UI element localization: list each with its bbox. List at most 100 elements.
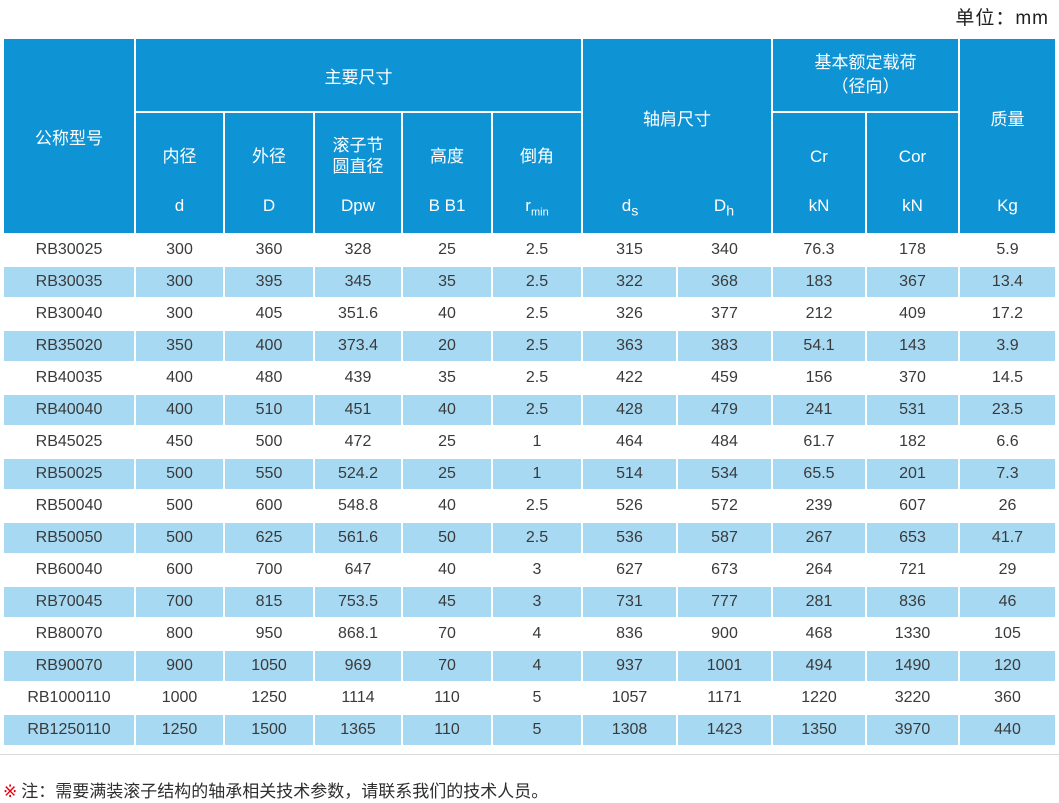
table-row: RB50050 500 625 561.6 50 2.5 536 587 267 653 41.7 (4, 523, 1055, 553)
cell-Cor: 370 (867, 363, 958, 393)
cell-model: RB40035 (4, 363, 134, 393)
header-roller-pitch-diameter-name: 滚子节 圆直径 (332, 136, 384, 176)
cell-Cor: 3220 (867, 683, 958, 713)
cell-r_min: 1 (493, 427, 581, 457)
cell-B_B1: 35 (403, 267, 491, 297)
cell-d: 900 (136, 651, 223, 681)
header-cr: Cr kN (773, 113, 865, 233)
cell-ds: 1057 (583, 683, 676, 713)
cell-B_B1: 25 (403, 459, 491, 489)
cell-ds: 422 (583, 363, 676, 393)
header-mass-unit: Kg (997, 196, 1018, 215)
header-inner-diameter-symbol: d (174, 196, 185, 215)
cell-r_min: 5 (493, 715, 581, 745)
table-row: RB30025 300 360 328 25 2.5 315 340 76.3 178 5.9 (4, 235, 1055, 265)
header-mass-name: 质量 (990, 109, 1025, 129)
cell-d: 1250 (136, 715, 223, 745)
cell-Cor: 531 (867, 395, 958, 425)
header-cor-unit: kN (902, 196, 923, 215)
cell-ds: 514 (583, 459, 676, 489)
cell-D: 1050 (225, 651, 313, 681)
cell-Dh: 1001 (678, 651, 771, 681)
cell-mass: 7.3 (960, 459, 1055, 489)
cell-D: 625 (225, 523, 313, 553)
cell-D: 400 (225, 331, 313, 361)
cell-model: RB90070 (4, 651, 134, 681)
cell-D: 1500 (225, 715, 313, 745)
cell-ds: 937 (583, 651, 676, 681)
header-group-shoulder-dimensions: 轴肩尺寸 ds Dh (583, 39, 771, 233)
cell-ds: 326 (583, 299, 676, 329)
cell-Dh: 587 (678, 523, 771, 553)
cell-B_B1: 70 (403, 619, 491, 649)
cell-D: 360 (225, 235, 313, 265)
cell-model: RB80070 (4, 619, 134, 649)
cell-Dpw: 868.1 (315, 619, 401, 649)
cell-model: RB30040 (4, 299, 134, 329)
header-shoulder-ds-symbol: ds (621, 196, 639, 220)
cell-model: RB45025 (4, 427, 134, 457)
cell-D: 500 (225, 427, 313, 457)
cell-r_min: 2.5 (493, 299, 581, 329)
cell-Cor: 3970 (867, 715, 958, 745)
cell-mass: 26 (960, 491, 1055, 521)
cell-ds: 428 (583, 395, 676, 425)
cell-d: 400 (136, 395, 223, 425)
header-height: 高度 B B1 (403, 113, 491, 233)
cell-D: 600 (225, 491, 313, 521)
table-row: RB1250110 1250 1500 1365 110 5 1308 1423 1350 397… (4, 715, 1055, 745)
header-load-line2: （径向） (831, 77, 900, 96)
cell-r_min: 3 (493, 555, 581, 585)
header-chamfer-name: 倒角 (520, 146, 554, 166)
cell-Dh: 572 (678, 491, 771, 521)
cell-d: 800 (136, 619, 223, 649)
cell-D: 815 (225, 587, 313, 617)
cell-model: RB35020 (4, 331, 134, 361)
cell-Cr: 1350 (773, 715, 865, 745)
cell-d: 500 (136, 491, 223, 521)
cell-ds: 363 (583, 331, 676, 361)
header-inner-diameter: 内径 d (136, 113, 223, 233)
cell-model: RB50050 (4, 523, 134, 553)
table-row: RB90070 900 1050 969 70 4 937 1001 494 1490 120 (4, 651, 1055, 681)
cell-Cor: 143 (867, 331, 958, 361)
cell-r_min: 4 (493, 651, 581, 681)
cell-Dpw: 524.2 (315, 459, 401, 489)
cell-mass: 41.7 (960, 523, 1055, 553)
cell-r_min: 2.5 (493, 491, 581, 521)
cell-mass: 13.4 (960, 267, 1055, 297)
cell-Dh: 534 (678, 459, 771, 489)
cell-Cr: 54.1 (773, 331, 865, 361)
cell-r_min: 3 (493, 587, 581, 617)
cell-Cr: 183 (773, 267, 865, 297)
cell-Dpw: 351.6 (315, 299, 401, 329)
cell-B_B1: 20 (403, 331, 491, 361)
cell-B_B1: 110 (403, 715, 491, 745)
cell-Cr: 267 (773, 523, 865, 553)
header-outer-diameter-symbol: D (262, 196, 276, 215)
cell-model: RB70045 (4, 587, 134, 617)
cell-Dh: 479 (678, 395, 771, 425)
table-row: RB40035 400 480 439 35 2.5 422 459 156 370 14.5 (4, 363, 1055, 393)
header-height-name: 高度 (430, 146, 464, 166)
cell-ds: 731 (583, 587, 676, 617)
cell-Dpw: 451 (315, 395, 401, 425)
cell-d: 300 (136, 299, 223, 329)
cell-Cor: 178 (867, 235, 958, 265)
cell-d: 500 (136, 523, 223, 553)
cell-d: 400 (136, 363, 223, 393)
cell-Dpw: 1365 (315, 715, 401, 745)
cell-mass: 360 (960, 683, 1055, 713)
cell-d: 600 (136, 555, 223, 585)
cell-model: RB30025 (4, 235, 134, 265)
cell-ds: 627 (583, 555, 676, 585)
footnote-asterisk: ※ (3, 782, 18, 801)
cell-Cor: 721 (867, 555, 958, 585)
cell-d: 300 (136, 235, 223, 265)
cell-B_B1: 25 (403, 235, 491, 265)
header-roller-pitch-diameter: 滚子节 圆直径 Dpw (315, 113, 401, 233)
cell-r_min: 2.5 (493, 331, 581, 361)
cell-Cr: 264 (773, 555, 865, 585)
cell-ds: 315 (583, 235, 676, 265)
cell-Cr: 1220 (773, 683, 865, 713)
